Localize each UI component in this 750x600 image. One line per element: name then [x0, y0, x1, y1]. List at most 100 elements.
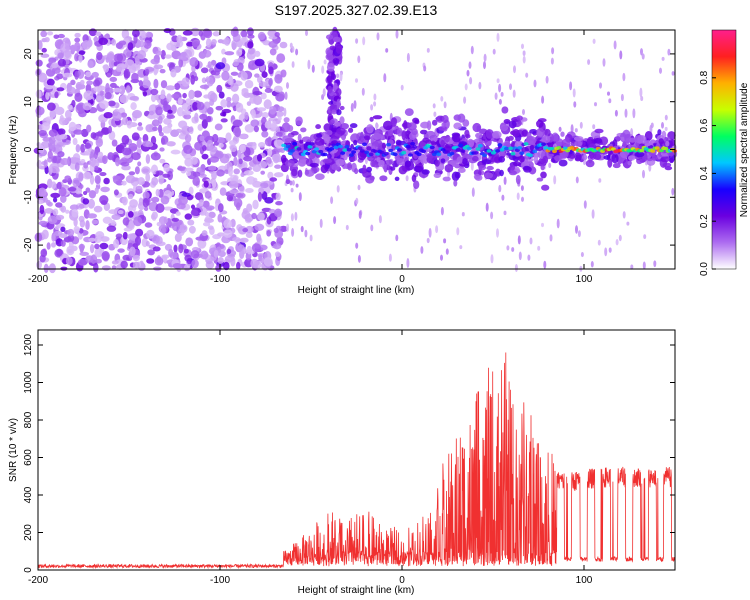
spectrogram-cell	[269, 48, 277, 56]
spectrogram-cell	[56, 181, 62, 190]
spectrogram-cell	[145, 240, 150, 247]
spectrogram-cell	[322, 152, 328, 157]
spectrogram-cell	[263, 99, 272, 110]
spectrogram-cell	[475, 147, 481, 151]
spectrogram-cell	[120, 161, 130, 167]
spectrogram-cell	[397, 127, 403, 137]
spectrogram-cell	[550, 57, 554, 65]
spectrogram-cell	[508, 120, 517, 129]
spectrogram-cell	[627, 155, 636, 161]
spectrogram-cell	[85, 71, 92, 78]
spectrogram-cell	[184, 157, 193, 167]
spectrogram-cell	[121, 134, 130, 145]
spectrogram-cell	[57, 33, 65, 39]
spectrogram-cell	[252, 164, 262, 172]
spectrogram-cell	[322, 158, 333, 164]
spectrogram-cell	[383, 73, 387, 83]
spectrogram-cell	[453, 122, 462, 130]
spectrogram-cell	[513, 65, 516, 74]
spectrogram-cell	[160, 94, 165, 100]
spectrogram-cell	[320, 164, 328, 174]
spectrogram-cell	[579, 121, 583, 129]
spectrogram-cell	[69, 204, 79, 211]
spectrogram-cell	[161, 225, 166, 235]
spectrogram-cell	[330, 196, 334, 205]
colorbar-tick-label: 0.6	[699, 118, 710, 132]
spectrogram-cell	[323, 134, 331, 144]
spectrogram-cell	[219, 187, 227, 196]
spectrogram-cell	[184, 213, 193, 220]
spectrogram-cell	[517, 146, 523, 150]
spectrogram-cell	[199, 113, 208, 120]
spectrogram-cell	[233, 168, 240, 175]
spectrogram-cell	[392, 152, 398, 157]
spectrogram-x-tick-label: -200	[28, 274, 48, 285]
spectrogram-cell	[204, 190, 212, 199]
spectrogram-cell	[102, 216, 113, 224]
snr-y-tick-label: 200	[23, 524, 34, 541]
spectrogram-cell	[111, 265, 117, 270]
spectrogram-y-ticks: -20 -10 0 10 20	[23, 48, 675, 252]
spectrogram-cell	[145, 124, 154, 133]
spectrogram-cell	[355, 197, 359, 205]
spectrogram-cell	[304, 229, 308, 238]
spectrogram-cell	[456, 156, 463, 165]
spectrogram-cell	[556, 218, 560, 229]
spectrogram-cell	[187, 219, 195, 226]
spectrogram-cell	[492, 48, 496, 55]
spectrogram-cell	[664, 114, 668, 121]
spectrogram-cell	[77, 258, 88, 266]
spectrogram-cell	[40, 53, 50, 58]
spectrogram-cells	[33, 26, 678, 274]
figure-title: S197.2025.327.02.39.E13	[275, 2, 438, 18]
spectrogram-cell	[203, 101, 211, 109]
spectrogram-cell	[364, 135, 371, 141]
spectrogram-cell	[75, 144, 81, 153]
spectrogram-cell	[108, 59, 114, 70]
spectrogram-cell	[632, 108, 636, 119]
spectrogram-cell	[472, 122, 482, 133]
spectrogram-cell	[257, 77, 262, 84]
colorbar: 0.0 0.2 0.4 0.6 0.8 Normalized spectral ampl…	[699, 29, 750, 276]
spectrogram-cell	[213, 74, 221, 79]
spectrogram-cell	[336, 127, 346, 135]
spectrogram-cell	[280, 69, 287, 78]
spectrogram-cell	[164, 54, 172, 59]
spectrogram-cell	[359, 149, 365, 153]
spectrogram-cell	[416, 152, 422, 157]
spectrogram-cell	[109, 76, 118, 82]
spectrogram-cell	[533, 79, 537, 88]
spectrogram-cell	[395, 29, 399, 39]
spectrogram-cell	[87, 198, 96, 209]
spectrogram-cell	[359, 131, 365, 142]
spectrogram-cell	[501, 194, 505, 201]
spectrogram-cell	[233, 156, 238, 167]
spectrogram-cell	[551, 47, 555, 55]
spectrogram-cell	[184, 134, 192, 143]
spectrogram-cell	[184, 49, 193, 58]
spectrogram-cell	[540, 171, 547, 179]
spectrogram-cell	[127, 233, 137, 240]
spectrogram-cell	[289, 149, 295, 153]
spectrogram-cell	[252, 141, 257, 151]
snr-x-tick-label: -100	[210, 575, 230, 586]
spectrogram-cell	[45, 91, 50, 100]
spectrogram-cell	[662, 162, 672, 168]
spectrogram-cell	[319, 218, 323, 229]
spectrogram-cell	[142, 191, 150, 200]
spectrogram-cell	[166, 93, 172, 103]
spectrogram-cell	[413, 180, 420, 189]
spectrogram-cell	[64, 109, 72, 119]
spectrogram-cell	[243, 170, 254, 176]
spectrogram-cell	[378, 159, 385, 168]
spectrogram-cell	[355, 242, 359, 249]
spectrogram-cell	[154, 256, 164, 266]
spectrogram-cell	[325, 34, 334, 40]
spectrogram-cell	[130, 102, 137, 111]
spectrogram-cell	[268, 208, 276, 215]
spectrogram-cell	[629, 137, 636, 143]
spectrogram-cell	[217, 203, 224, 213]
spectrogram-cell	[440, 139, 445, 149]
spectrogram-cell	[276, 53, 286, 63]
spectrogram-cell	[85, 220, 90, 231]
